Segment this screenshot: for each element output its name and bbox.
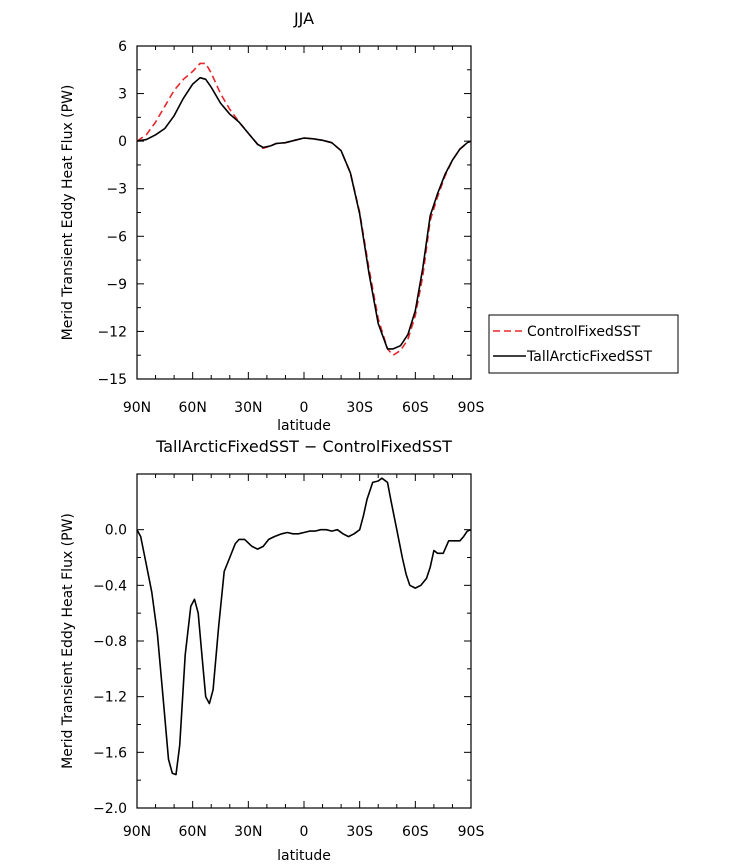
y-axis-label: Merid Transient Eddy Heat Flux (PW) (60, 85, 76, 341)
chart-title: JJA (293, 9, 314, 28)
x-tick-label: 60S (402, 824, 429, 840)
x-axis-label: latitude (277, 848, 331, 864)
y-tick-label: 6 (118, 39, 127, 55)
legend-label: TallArcticFixedSST (526, 349, 652, 365)
series-line-controlfixedsst (136, 62, 472, 356)
y-tick-label: −15 (97, 372, 127, 388)
y-tick-label: −1.2 (93, 690, 127, 706)
y-tick-label: −3 (106, 182, 127, 198)
chart-title: TallArcticFixedSST − ControlFixedSST (155, 437, 452, 456)
y-tick-label: −2.0 (93, 801, 127, 817)
y-tick-label: 0 (118, 134, 127, 150)
x-tick-label: 30N (234, 824, 262, 840)
x-tick-label: 60S (402, 400, 429, 416)
y-tick-label: −9 (106, 277, 127, 293)
x-tick-label: 0 (300, 824, 309, 840)
y-tick-label: −0.4 (93, 578, 127, 594)
y-tick-label: 0.0 (105, 523, 127, 539)
y-tick-label: −1.6 (93, 745, 127, 761)
series-line-difference (136, 477, 472, 776)
x-tick-label: 90S (458, 824, 485, 840)
x-tick-label: 30S (346, 824, 373, 840)
x-axis-label: latitude (277, 418, 331, 434)
y-tick-label: −0.8 (93, 634, 127, 650)
y-tick-label: −12 (97, 324, 127, 340)
x-tick-label: 90N (123, 400, 151, 416)
x-tick-label: 90S (458, 400, 485, 416)
legend-box (488, 314, 679, 374)
plot-frame (136, 45, 472, 380)
x-tick-label: 60N (179, 400, 207, 416)
y-axis-label: Merid Transient Eddy Heat Flux (PW) (60, 513, 76, 769)
y-tick-label: −6 (106, 229, 127, 245)
x-tick-label: 60N (179, 824, 207, 840)
y-tick-label: 3 (118, 87, 127, 103)
series-line-tallarcticfixedsst (136, 76, 472, 350)
legend-label: ControlFixedSST (527, 324, 641, 340)
x-tick-label: 30S (346, 400, 373, 416)
x-tick-label: 0 (300, 400, 309, 416)
x-tick-label: 90N (123, 824, 151, 840)
x-tick-label: 30N (234, 400, 262, 416)
